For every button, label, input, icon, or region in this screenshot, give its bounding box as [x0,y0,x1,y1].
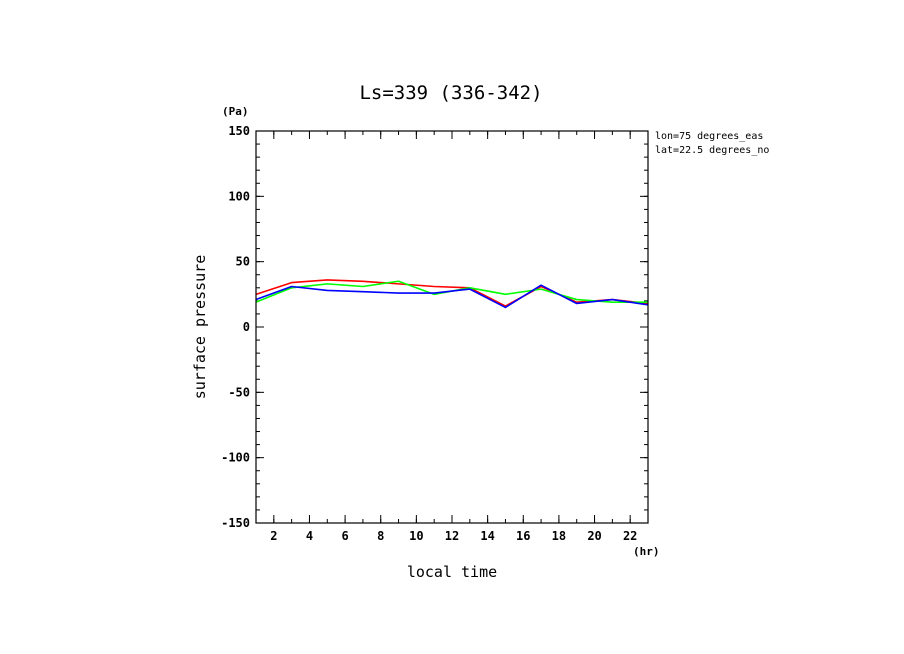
x-axis-label: local time [407,563,497,581]
x-tick-label: 20 [587,529,601,543]
x-tick-label: 16 [516,529,530,543]
x-tick-label: 14 [480,529,494,543]
y-tick-label: -50 [228,385,250,399]
axis-ticks [255,130,649,524]
info-line-lon: lon=75 degrees_eas [655,131,763,142]
x-tick-label: 22 [623,529,637,543]
y-axis-label: surface pressure [191,255,209,400]
x-tick-label: 8 [377,529,384,543]
y-tick-label: -150 [221,516,250,530]
y-tick-label: 100 [228,189,250,203]
series-lines [255,279,649,309]
y-tick-label: -100 [221,451,250,465]
x-tick-label: 10 [409,529,423,543]
series-line-3 [255,284,649,309]
y-tick-label: 0 [243,320,250,334]
x-unit-label: (hr) [633,545,660,558]
x-tick-label: 6 [341,529,348,543]
tick-labels: 2 4 6 8 10 12 14 16 18 20 22 -150 -100 -50 0 50 100 150 [221,124,637,543]
y-tick-label: 150 [228,124,250,138]
series-line-1 [255,279,649,307]
info-line-lat: lat=22.5 degrees_no [655,145,769,156]
y-unit-label: (Pa) [222,105,249,118]
x-tick-label: 4 [306,529,313,543]
chart-title: Ls=339 (336-342) [359,82,542,104]
x-tick-label: 18 [552,529,566,543]
y-tick-label: 50 [236,255,250,269]
x-tick-label: 2 [270,529,277,543]
x-tick-label: 12 [445,529,459,543]
plot-frame [255,130,649,524]
